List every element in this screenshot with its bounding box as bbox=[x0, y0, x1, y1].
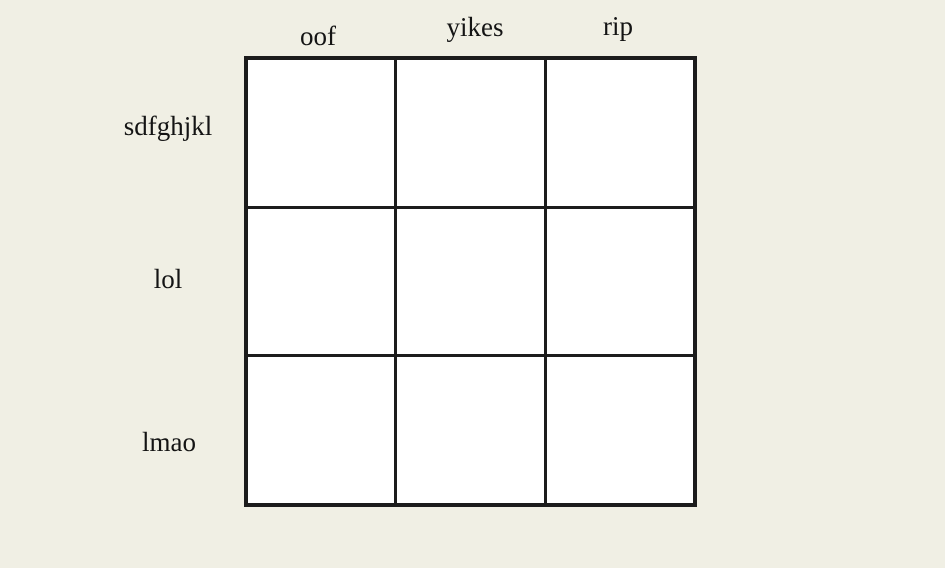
table-cell bbox=[248, 357, 395, 503]
column-header-2: yikes bbox=[446, 12, 504, 42]
table-cell bbox=[248, 60, 395, 206]
table-cell bbox=[248, 208, 395, 355]
table-grid bbox=[244, 56, 697, 507]
table-cell bbox=[546, 60, 693, 206]
table-cell bbox=[546, 357, 693, 503]
row-label-3: lmao bbox=[142, 427, 196, 457]
table-cell bbox=[546, 208, 693, 355]
column-header-3: rip bbox=[603, 11, 633, 41]
table-cell bbox=[397, 60, 544, 206]
column-header-1: oof bbox=[300, 21, 336, 51]
table-cell bbox=[397, 357, 544, 503]
row-label-2: lol bbox=[153, 264, 183, 294]
row-label-1: sdfghjkl bbox=[123, 111, 213, 141]
table-cell bbox=[397, 208, 544, 355]
